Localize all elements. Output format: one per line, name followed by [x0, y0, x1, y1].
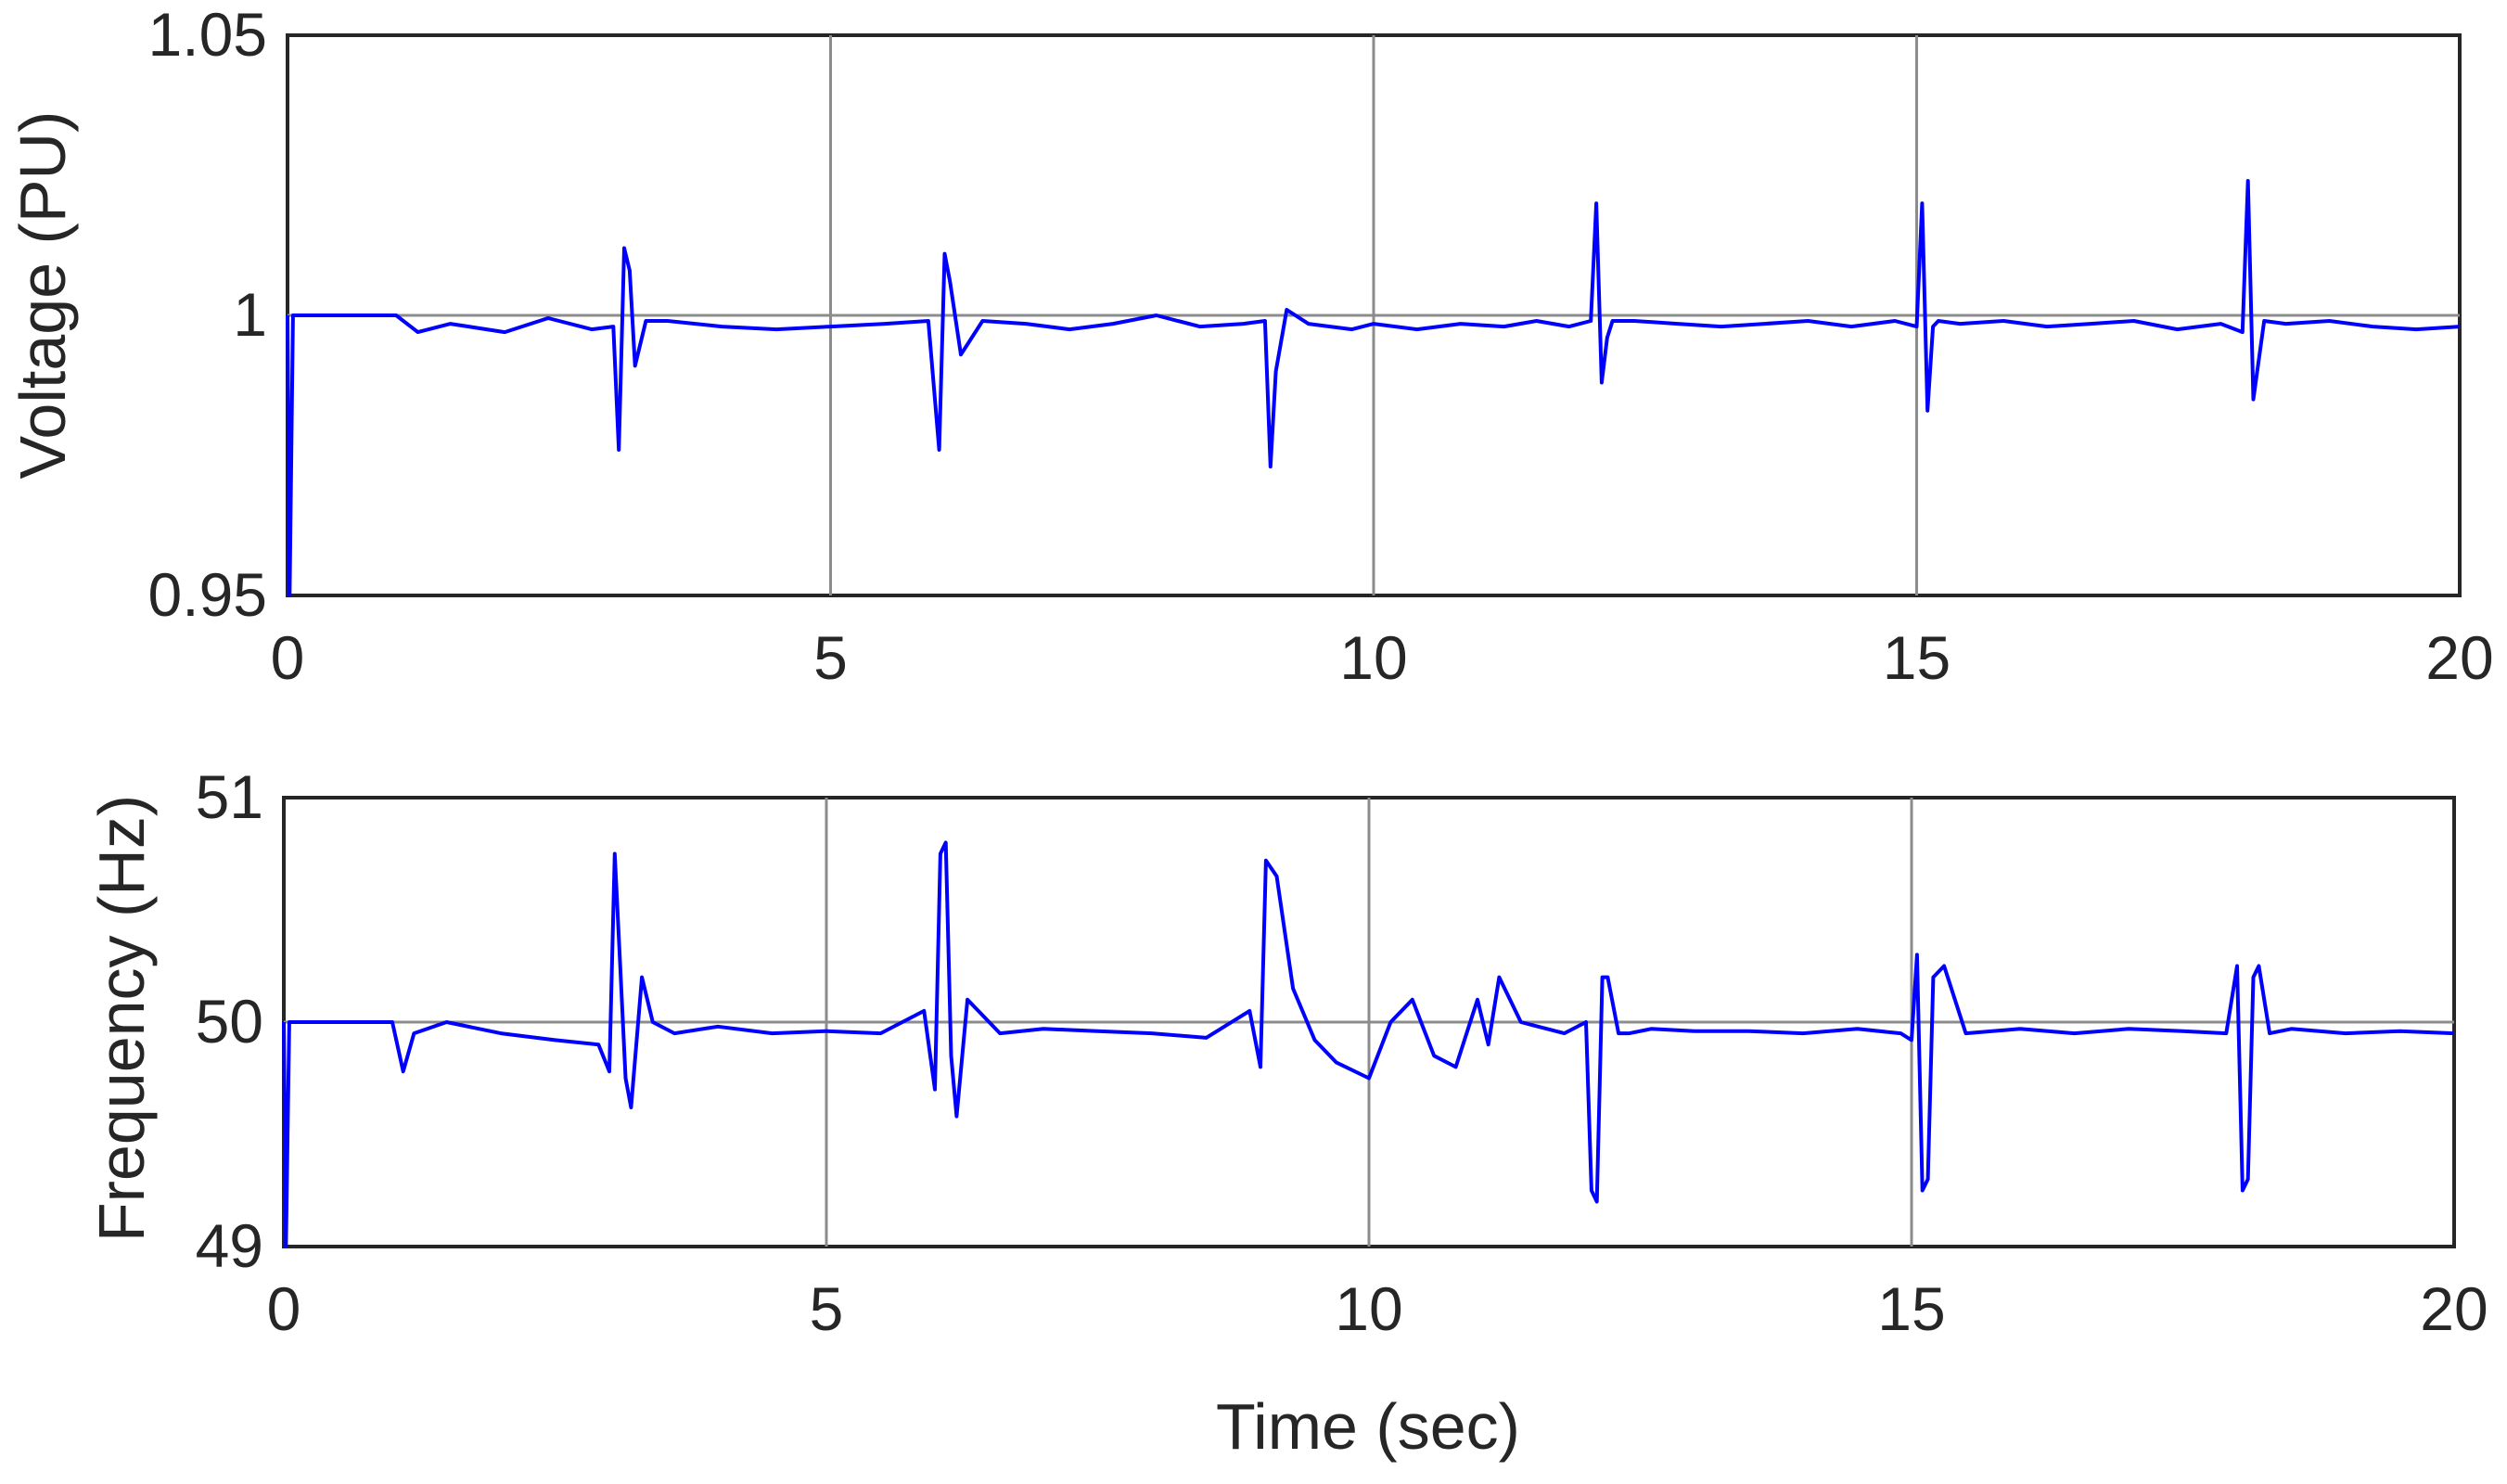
frequency-y-tick-label: 51: [196, 762, 263, 831]
voltage-series-line: [286, 179, 2461, 597]
frequency-x-tick-label: 5: [810, 1274, 844, 1343]
frequency-x-tick-label: 20: [2420, 1274, 2488, 1343]
voltage-y-tick-label: 1: [233, 280, 267, 349]
frequency-subplot: 0 5 10 15 20 49 50 51: [196, 762, 2488, 1343]
voltage-x-tick-label: 0: [271, 623, 305, 692]
frequency-x-tick-label: 15: [1877, 1274, 1945, 1343]
voltage-x-tick-label: 5: [813, 623, 848, 692]
frequency-y-axis-label: Frequency (Hz): [85, 795, 158, 1242]
voltage-subplot: 0 5 10 15 20 0.95 1 1.05: [148, 0, 2494, 692]
voltage-x-tick-label: 15: [1883, 623, 1951, 692]
voltage-y-tick-label: 1.05: [148, 0, 267, 69]
frequency-series-line: [282, 840, 2455, 1248]
voltage-x-tick-label: 20: [2425, 623, 2493, 692]
voltage-y-axis-label: Voltage (PU): [6, 111, 79, 480]
x-axis-label: Time (sec): [1216, 1390, 1520, 1463]
frequency-x-tick-label: 0: [267, 1274, 301, 1343]
frequency-y-tick-label: 49: [196, 1211, 263, 1280]
frequency-x-tick-label: 10: [1335, 1274, 1402, 1343]
voltage-y-tick-label: 0.95: [148, 560, 267, 629]
voltage-x-tick-label: 10: [1339, 623, 1407, 692]
frequency-y-tick-label: 50: [196, 987, 263, 1055]
